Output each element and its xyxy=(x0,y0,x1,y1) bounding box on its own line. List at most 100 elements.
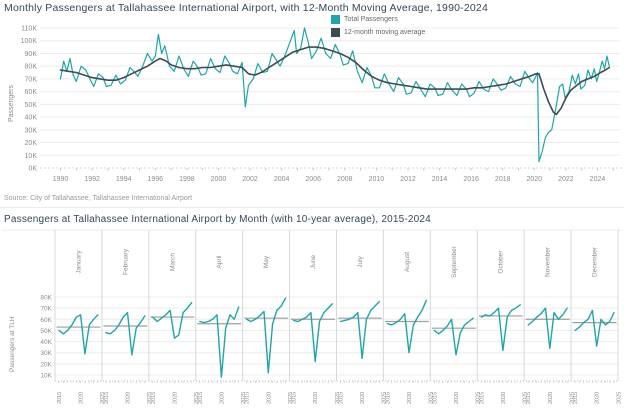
svg-text:2020: 2020 xyxy=(548,392,554,404)
monthly-trend-line xyxy=(152,301,193,339)
svg-text:50K: 50K xyxy=(40,328,52,335)
svg-text:2002: 2002 xyxy=(242,176,258,183)
month-panel-november: November 2015 2020 2025 xyxy=(523,230,575,404)
svg-text:2018: 2018 xyxy=(495,176,511,183)
svg-text:2020: 2020 xyxy=(501,392,507,404)
svg-text:30K: 30K xyxy=(40,350,52,357)
legend-item-total-passengers: Total Passengers xyxy=(331,13,425,26)
svg-text:2025: 2025 xyxy=(569,392,575,404)
svg-text:2025: 2025 xyxy=(382,392,388,404)
svg-text:January: January xyxy=(76,250,83,274)
svg-text:2015: 2015 xyxy=(432,392,438,404)
svg-text:1994: 1994 xyxy=(116,176,132,183)
svg-text:80K: 80K xyxy=(25,64,38,71)
month-panel-september: September 2015 2020 2025 xyxy=(429,230,482,404)
top-x-axis: 1990 1992 1994 1996 1998 2000 2002 2004 2006 2008… xyxy=(53,168,614,183)
svg-text:2025: 2025 xyxy=(476,392,482,404)
legend-label: 12-month moving average xyxy=(344,29,426,36)
svg-text:2015: 2015 xyxy=(57,392,63,404)
month-panel-february: February 2015 2020 2025 xyxy=(101,230,153,404)
legend-label: Total Passengers xyxy=(344,16,398,23)
monthly-trend-line xyxy=(386,299,427,354)
svg-text:50K: 50K xyxy=(25,102,38,109)
month-panel-december: December 2015 2020 2025 xyxy=(570,230,622,404)
svg-text:2020: 2020 xyxy=(126,392,132,404)
svg-text:2025: 2025 xyxy=(241,392,247,404)
svg-text:2015: 2015 xyxy=(339,392,345,404)
month-panel-august: August 2015 2020 2025 xyxy=(382,230,435,404)
svg-text:2006: 2006 xyxy=(305,176,321,183)
top-chart-title: Monthly Passengers at Tallahassee Intern… xyxy=(4,2,489,14)
month-panel-june: June 2015 2020 2025 xyxy=(289,230,341,404)
svg-text:2025: 2025 xyxy=(523,392,529,404)
section-divider xyxy=(0,207,624,208)
svg-text:September: September xyxy=(451,245,458,278)
bottom-chart-canvas: 10K 20K 30K 40K 50K 60K 70K 80K January 2015 2020 2… xyxy=(2,229,622,404)
svg-text:2020: 2020 xyxy=(266,392,272,404)
svg-text:2015: 2015 xyxy=(573,392,579,404)
svg-text:70K: 70K xyxy=(40,306,52,313)
svg-text:2020: 2020 xyxy=(173,392,179,404)
month-panel-april: April 2015 2020 2025 xyxy=(195,230,247,404)
top-chart-legend: Total Passengers 12-month moving average xyxy=(331,13,425,39)
svg-text:1992: 1992 xyxy=(84,176,100,183)
svg-text:2025: 2025 xyxy=(616,392,622,404)
svg-text:60K: 60K xyxy=(40,317,52,324)
month-panel-may: May 2015 2020 2025 xyxy=(242,230,294,404)
svg-text:1998: 1998 xyxy=(179,176,195,183)
svg-text:October: October xyxy=(498,250,505,274)
top-chart-canvas: 0K 10K 20K 30K 40K 50K 60K 70K 80K 90K 100K 110K 199… xyxy=(21,26,622,183)
month-panel-july: July 2015 2020 2025 xyxy=(336,230,388,404)
svg-text:2020: 2020 xyxy=(454,392,460,404)
monthly-trend-line xyxy=(433,317,474,356)
svg-text:2015: 2015 xyxy=(385,392,391,404)
svg-text:2020: 2020 xyxy=(595,392,601,404)
svg-text:2020: 2020 xyxy=(313,392,319,404)
svg-text:40K: 40K xyxy=(25,115,38,122)
svg-text:2020: 2020 xyxy=(219,392,225,404)
monthly-trend-line xyxy=(105,311,146,356)
svg-text:2015: 2015 xyxy=(198,392,204,404)
svg-text:2014: 2014 xyxy=(432,176,448,183)
svg-text:2004: 2004 xyxy=(274,176,290,183)
svg-text:2020: 2020 xyxy=(527,176,543,183)
svg-text:2025: 2025 xyxy=(194,392,200,404)
svg-text:2020: 2020 xyxy=(407,392,413,404)
svg-text:90K: 90K xyxy=(25,51,38,58)
svg-text:2015: 2015 xyxy=(104,392,110,404)
svg-text:2000: 2000 xyxy=(211,176,227,183)
svg-text:June: June xyxy=(310,255,317,269)
svg-text:May: May xyxy=(263,255,270,268)
svg-text:2015: 2015 xyxy=(526,392,532,404)
svg-text:1996: 1996 xyxy=(147,176,163,183)
moving-average-swatch-icon xyxy=(331,28,340,37)
svg-text:2020: 2020 xyxy=(79,392,85,404)
moving-average-line xyxy=(59,46,611,116)
svg-text:0K: 0K xyxy=(28,166,37,173)
svg-text:2025: 2025 xyxy=(335,392,341,404)
monthly-trend-line xyxy=(58,314,99,355)
svg-text:2022: 2022 xyxy=(558,176,574,183)
svg-text:2015: 2015 xyxy=(151,392,157,404)
legend-item-moving-average: 12-month moving average xyxy=(331,26,425,39)
svg-text:1990: 1990 xyxy=(53,176,69,183)
svg-text:2012: 2012 xyxy=(400,176,416,183)
svg-text:2008: 2008 xyxy=(337,176,353,183)
monthly-trend-line xyxy=(574,309,615,347)
top-grid: 0K 10K 20K 30K 40K 50K 60K 70K 80K 90K 100K 110K xyxy=(21,26,622,173)
svg-text:100K: 100K xyxy=(21,38,38,45)
svg-text:110K: 110K xyxy=(21,26,37,33)
svg-text:70K: 70K xyxy=(25,76,38,83)
svg-text:2025: 2025 xyxy=(147,392,153,404)
svg-text:2015: 2015 xyxy=(245,392,251,404)
svg-text:10K: 10K xyxy=(25,153,38,160)
source-attribution: Source: City of Tallahassee, Tallahassee… xyxy=(4,195,193,202)
monthly-trend-line xyxy=(339,300,381,360)
svg-text:20K: 20K xyxy=(40,361,52,368)
month-panel-march: March 2015 2020 2025 xyxy=(148,230,200,404)
svg-text:2025: 2025 xyxy=(288,392,294,404)
svg-text:80K: 80K xyxy=(40,295,52,302)
bottom-chart-title: Passengers at Tallahassee International … xyxy=(4,214,431,225)
svg-text:40K: 40K xyxy=(40,339,52,346)
